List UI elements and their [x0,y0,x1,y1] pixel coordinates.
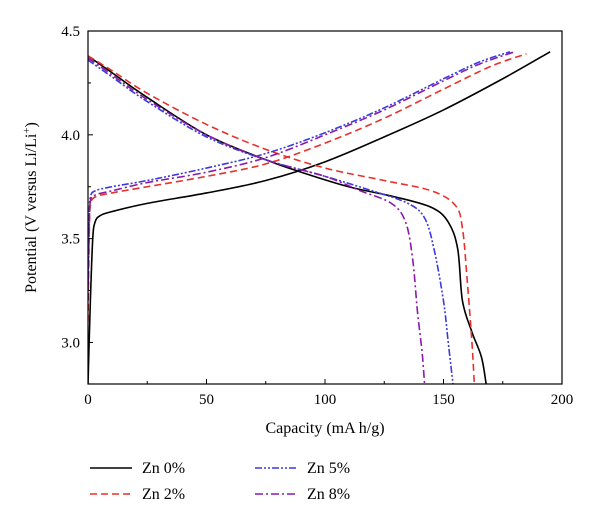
y-tick-label: 3.5 [61,232,80,248]
legend-label: Zn 2% [142,486,185,503]
y-axis-title: Potential (V versus Li/Li+) [21,122,40,293]
series-2-discharge-line [88,59,454,384]
x-tick-label: 50 [199,392,214,408]
series-1-discharge-line [88,55,476,384]
plot-frame [87,30,563,385]
series-0-charge-line [88,51,551,384]
x-axis-title: Capacity (mA h/g) [265,420,384,437]
x-tick-label: 200 [551,392,574,408]
y-tick-label: 4.5 [61,24,80,40]
legend-label: Zn 0% [142,460,185,477]
series-3-discharge-line [88,57,426,384]
y-axis-title-main: Potential (V versus Li/Li [23,133,40,293]
series-2-charge-line [88,51,511,281]
legend: Zn 0% Zn 2% Zn 5% Zn 8% [90,460,350,503]
legend-label: Zn 8% [307,486,350,503]
y-axis-title-end: ) [23,122,40,127]
y-tick-label: 3.0 [61,335,80,351]
y-tick-label: 4.0 [61,128,80,144]
x-tick-label: 0 [84,392,92,408]
legend-label: Zn 5% [307,460,350,477]
series-layer [88,51,551,384]
x-tick-label: 100 [314,392,337,408]
series-0-discharge-line [88,55,487,384]
series-3-charge-line [88,51,515,301]
x-tick-label: 150 [432,392,455,408]
ticks-layer: 0 50 100 150 200 3.0 3.5 4.0 4.5 [61,24,573,408]
y-axis-title-sup: + [21,127,33,133]
